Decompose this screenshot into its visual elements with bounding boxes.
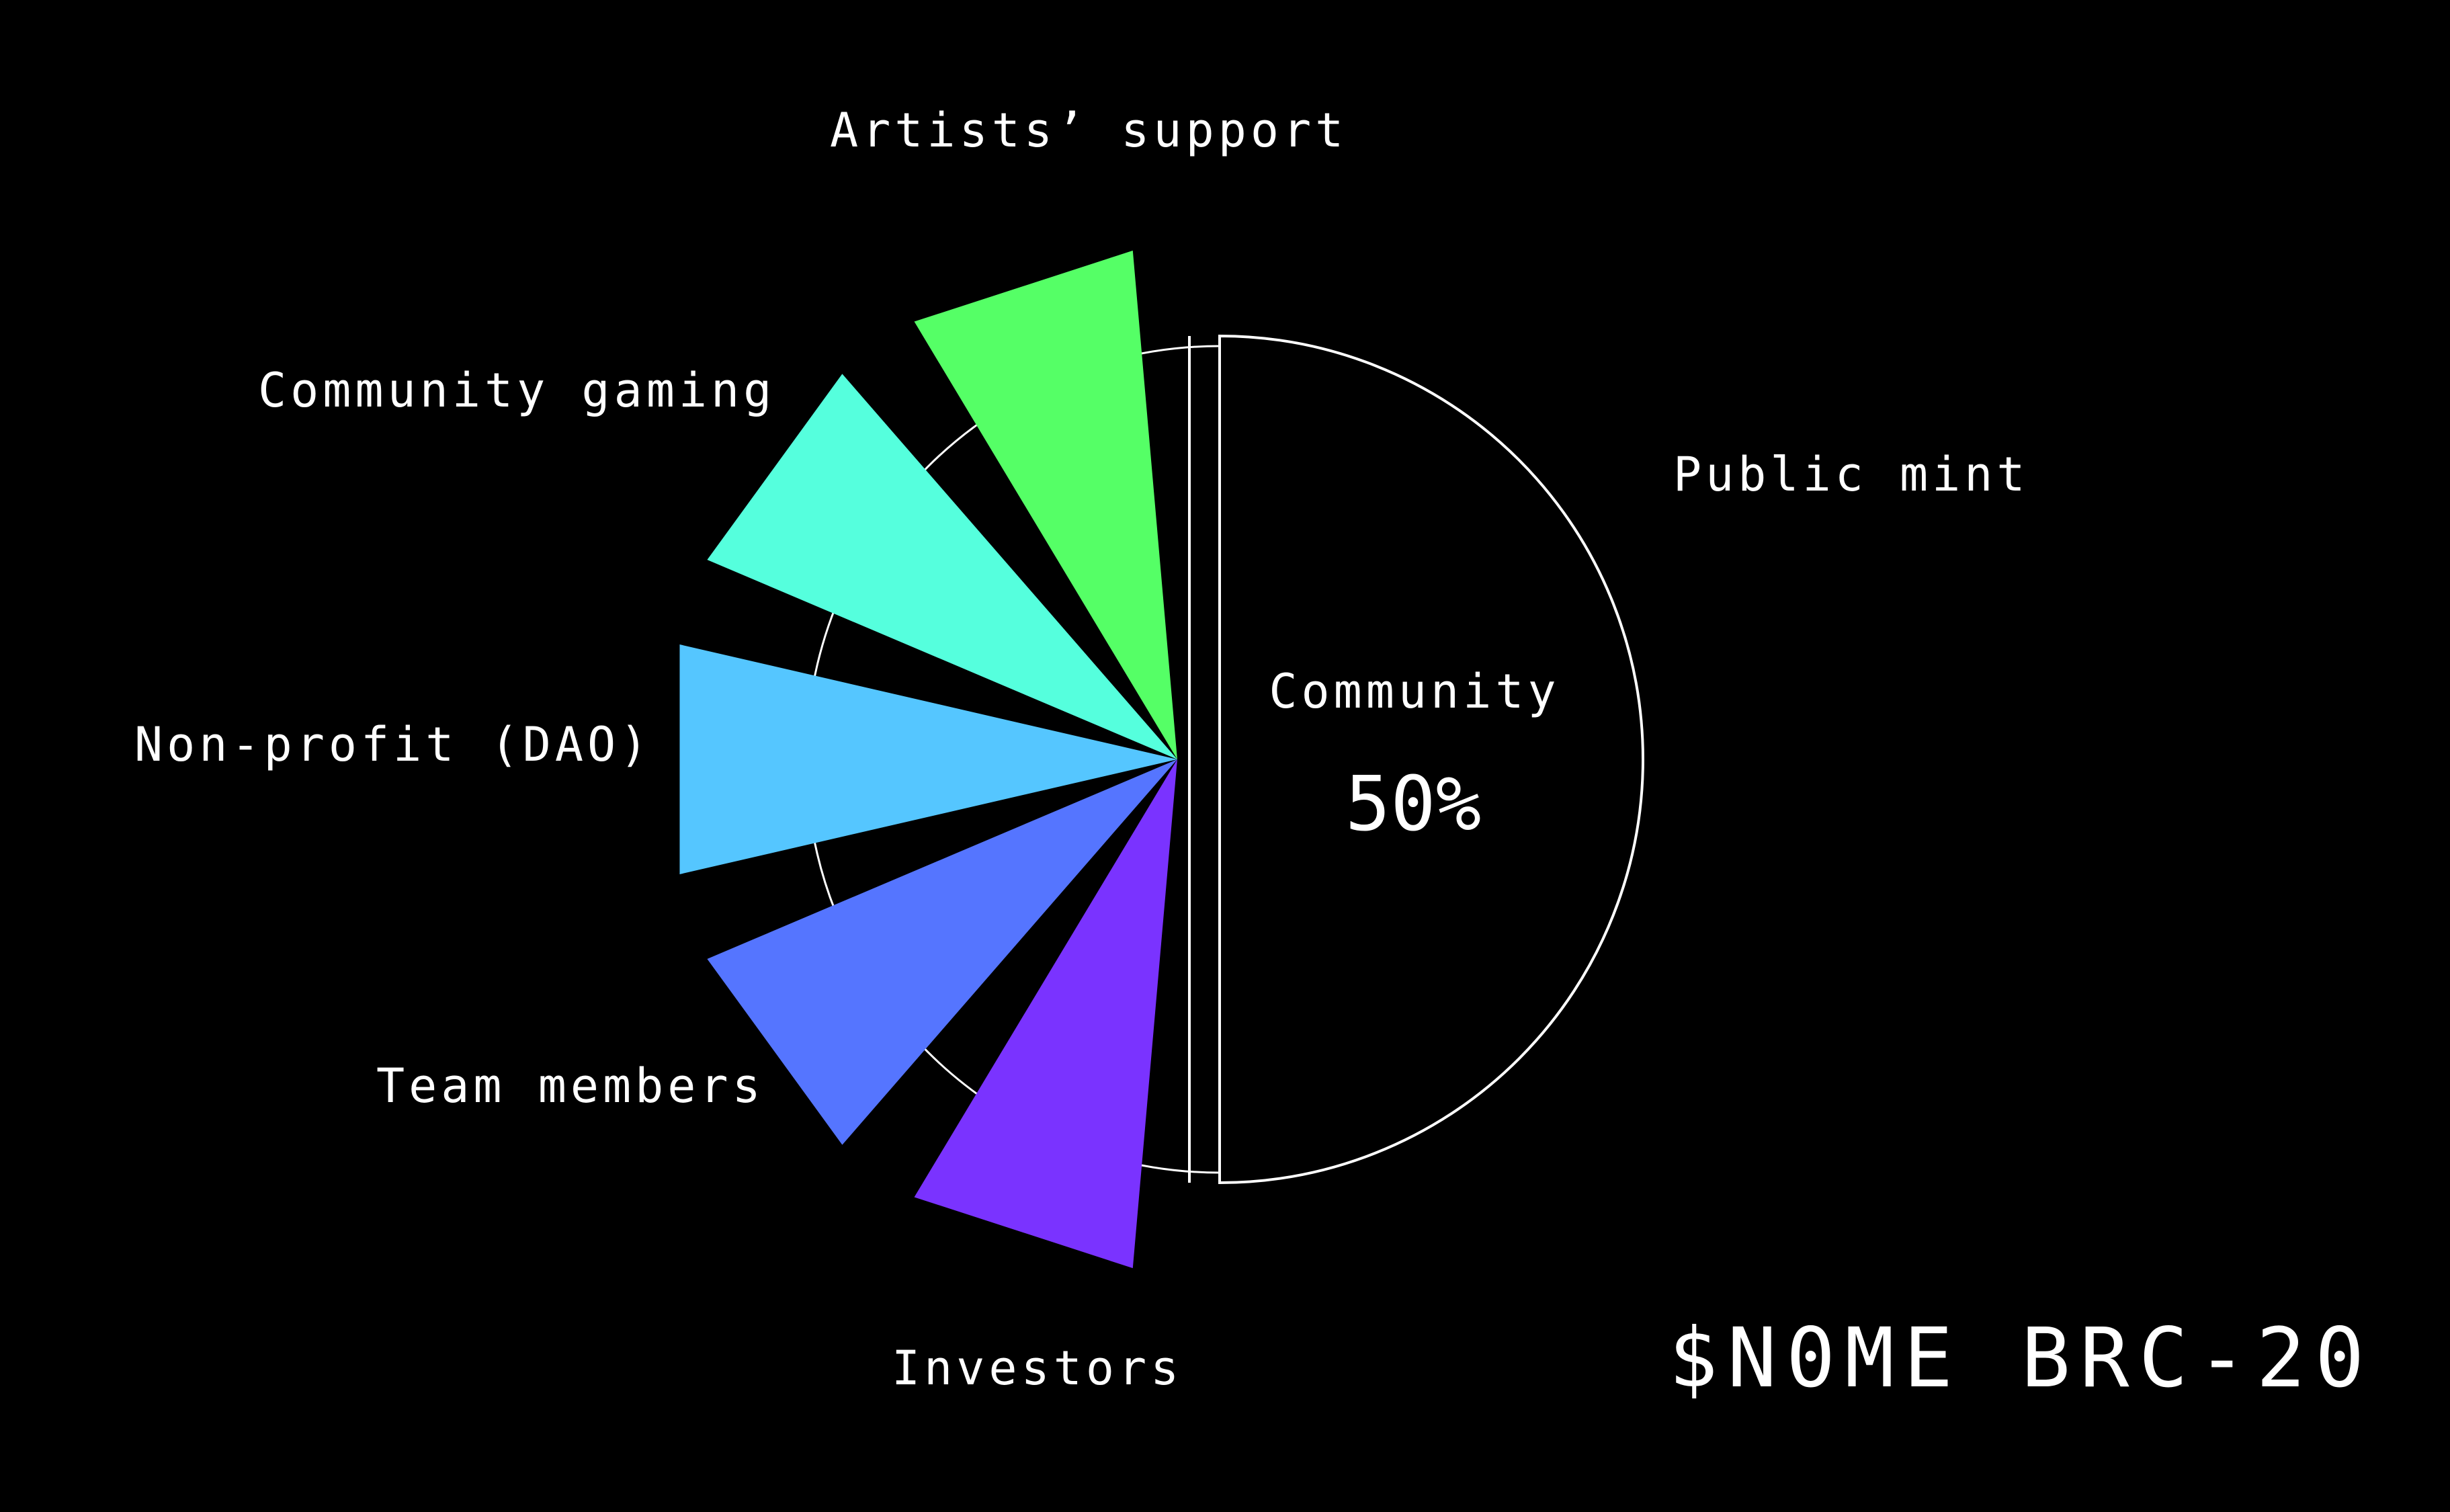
- slice-label-non-profit-dao: Non-profit (DAO): [134, 717, 652, 772]
- pie-slice-investors: [914, 250, 1177, 759]
- pie-slice-team-members: [707, 374, 1177, 759]
- token-brand-title: $N0ME BRC-20: [1668, 1310, 2373, 1406]
- center-percentage-label: 50%: [1345, 761, 1481, 848]
- pie-slice-community-gaming: [707, 759, 1177, 1145]
- pie-slice-artists-support: [914, 759, 1177, 1269]
- pie-slice-non-profit-dao: [679, 644, 1177, 874]
- slice-label-investors: Investors: [892, 1341, 1183, 1396]
- slice-label-artists-support: Artists’ support: [830, 103, 1347, 158]
- slice-label-public-mint: Public mint: [1673, 447, 2029, 502]
- pie-slice-public-mint: [1218, 334, 1644, 1185]
- slice-label-team-members: Team members: [376, 1058, 765, 1114]
- center-category-label: Community: [1269, 664, 1560, 719]
- pie-slices: [679, 250, 1644, 1269]
- slice-label-community-gaming: Community gaming: [258, 363, 775, 418]
